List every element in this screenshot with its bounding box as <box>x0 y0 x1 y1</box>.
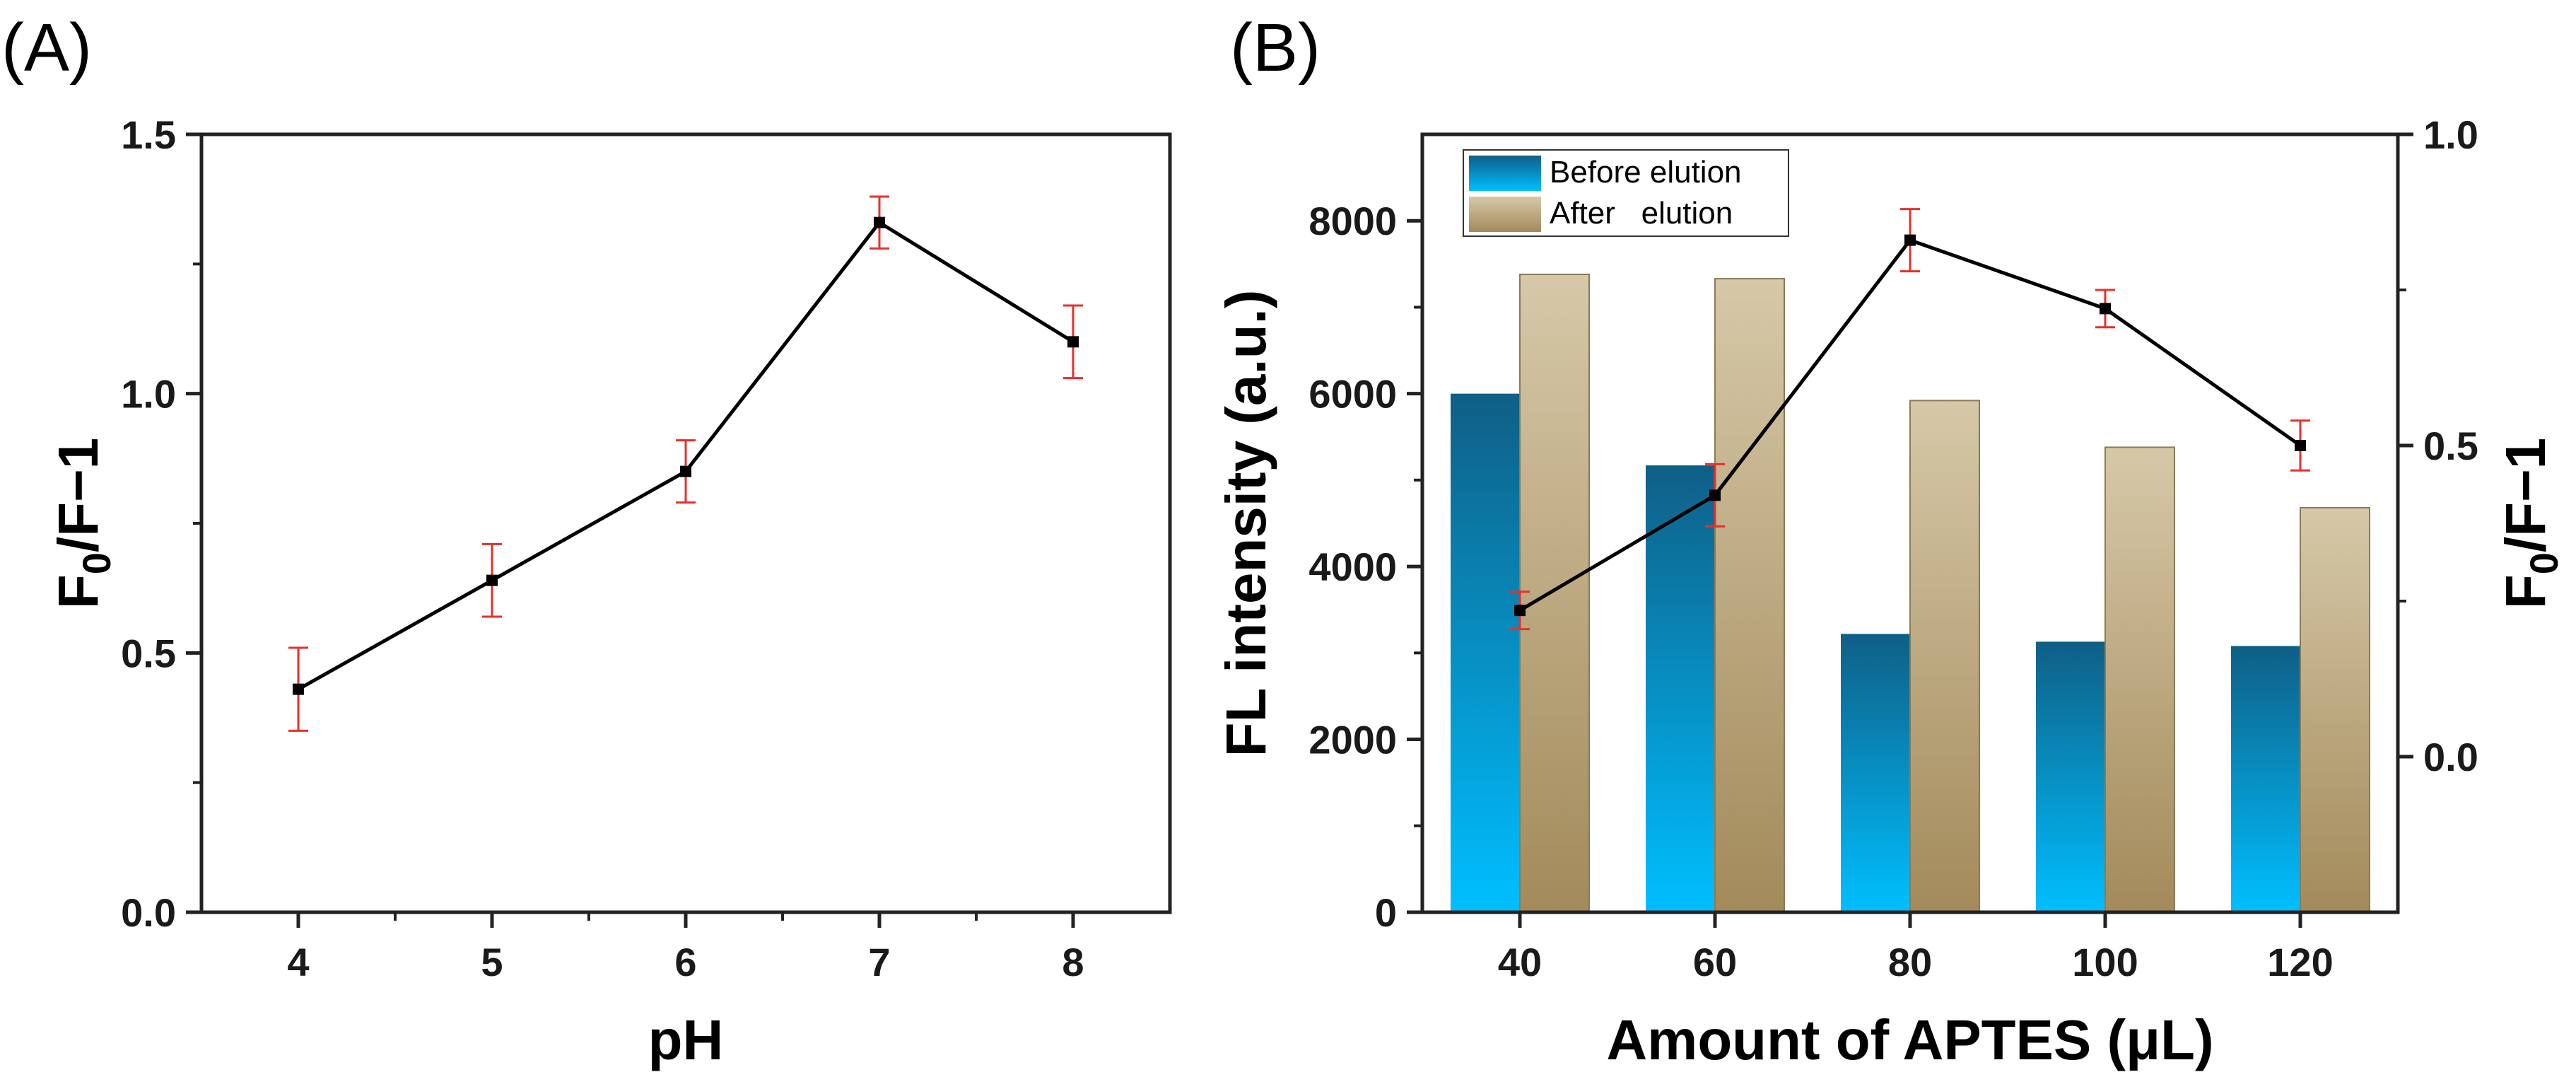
y-tick-label-b: 4000 <box>1309 545 1397 589</box>
x-tick-label-a: 4 <box>287 940 309 984</box>
bar-after-elution <box>1714 278 1785 914</box>
bar-before-elution <box>2231 646 2300 912</box>
x-tick-label-b: 120 <box>2267 940 2333 984</box>
y-tick-label-a: 1.0 <box>121 372 176 417</box>
bar-after-elution <box>2300 507 2370 913</box>
x-axis-title-a: pH <box>648 1008 724 1071</box>
y2-tick-label-b: 0.0 <box>2423 735 2478 779</box>
y-tick-label-b: 2000 <box>1309 718 1397 762</box>
y-tick-label-a: 0.5 <box>121 631 176 675</box>
bar-before-elution <box>2036 641 2105 912</box>
y-tick-label-b: 6000 <box>1309 372 1397 417</box>
bar-after-elution <box>1909 400 1980 913</box>
data-point-b <box>1904 234 1916 246</box>
data-point-a <box>874 216 885 228</box>
y-tick-label-b: 0 <box>1375 890 1397 935</box>
bar-after-elution <box>1519 274 1590 913</box>
x-tick-label-a: 7 <box>868 940 890 984</box>
panel-label-b: (B) <box>1230 10 1321 86</box>
y-axis-title-b: FL intensity (a.u.) <box>1214 290 1277 757</box>
y-tick-label-a: 1.5 <box>121 112 176 157</box>
x-tick-label-b: 60 <box>1693 940 1737 984</box>
x-tick-label-a: 6 <box>674 940 696 984</box>
y-tick-label-a: 0.0 <box>121 890 176 935</box>
legend: Before elution After elution <box>1463 149 1789 237</box>
legend-label-after: After elution <box>1550 196 1733 231</box>
legend-label-before: Before elution <box>1550 155 1742 190</box>
legend-swatch-before <box>1469 156 1541 191</box>
bar-before-elution <box>1646 465 1715 912</box>
data-point-b <box>2295 440 2306 451</box>
data-point-a <box>680 465 691 477</box>
bar-before-elution <box>1451 393 1520 912</box>
bar-before-elution <box>1841 634 1910 912</box>
chart-panel-b: (B) 0 2000 4000 6000 8000 0.0 0.5 1.0 40 60 80 10… <box>1214 10 2566 1071</box>
bar-after-elution <box>2104 446 2175 913</box>
data-point-a <box>1067 336 1079 348</box>
data-point-a <box>486 574 498 586</box>
y2-axis-title-b: F0/F−1 <box>2494 438 2566 609</box>
x-axis-title-b: Amount of APTES (μL) <box>1606 1008 2213 1071</box>
x-tick-label-b: 80 <box>1888 940 1932 984</box>
y-axis-title-a: F0/F−1 <box>47 438 119 609</box>
x-tick-label-b: 40 <box>1498 940 1542 984</box>
y-tick-label-b: 8000 <box>1309 199 1397 243</box>
x-tick-label-a: 5 <box>481 940 503 984</box>
y2-tick-label-b: 1.0 <box>2423 112 2478 157</box>
x-tick-label-b: 100 <box>2072 940 2138 984</box>
panel-label-a: (A) <box>1 10 92 86</box>
y2-tick-label-b: 0.5 <box>2423 424 2478 468</box>
plot-frame-a <box>199 132 1172 914</box>
data-point-b <box>1514 605 1526 617</box>
data-point-b <box>2100 303 2111 315</box>
chart-panel-a: (A) 0.0 0.5 1.0 1.5 4 5 6 7 8 pH F0/F−1 <box>1 10 1172 1071</box>
legend-swatch-after <box>1469 197 1541 232</box>
data-point-b <box>1709 489 1721 501</box>
x-tick-label-a: 8 <box>1062 940 1084 984</box>
data-point-a <box>293 683 304 695</box>
